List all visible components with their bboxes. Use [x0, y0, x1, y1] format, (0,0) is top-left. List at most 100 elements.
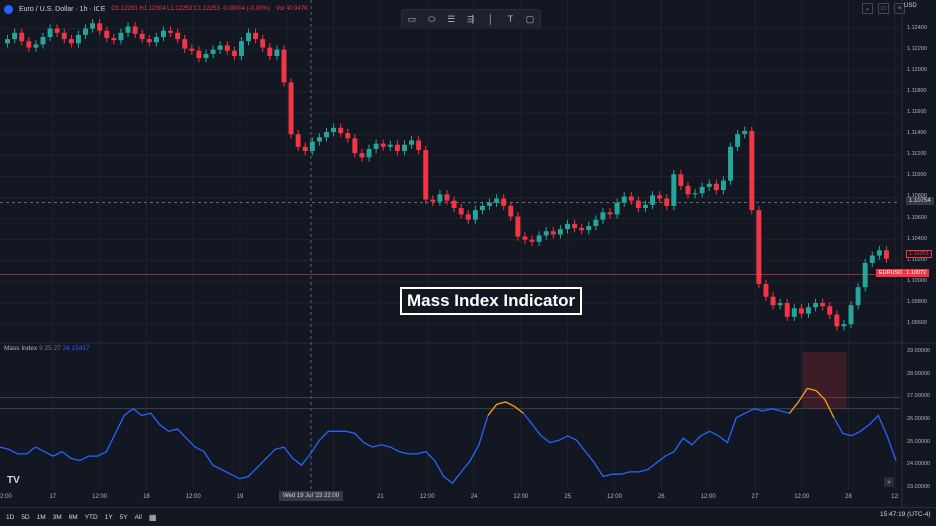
candle-body[interactable]	[770, 296, 776, 306]
candle-body[interactable]	[380, 143, 386, 147]
candle-body[interactable]	[260, 39, 266, 48]
candle-body[interactable]	[749, 130, 755, 211]
candle-body[interactable]	[345, 133, 351, 139]
candle-body[interactable]	[614, 202, 620, 215]
candle-body[interactable]	[642, 204, 648, 209]
candle-body[interactable]	[83, 28, 88, 35]
candle-body[interactable]	[125, 26, 131, 33]
candle-body[interactable]	[153, 37, 159, 43]
candle-body[interactable]	[834, 314, 840, 327]
candle-body[interactable]	[458, 208, 464, 215]
candle-body[interactable]	[253, 32, 259, 40]
candle-body[interactable]	[621, 196, 627, 203]
vertical-line-icon[interactable]: │	[487, 14, 494, 24]
candle-body[interactable]	[160, 30, 166, 38]
candle-body[interactable]	[267, 47, 273, 57]
candle-body[interactable]	[366, 148, 372, 158]
calendar-icon[interactable]: ▦	[148, 512, 157, 522]
candle-body[interactable]	[692, 193, 698, 195]
candle-body[interactable]	[210, 49, 216, 54]
candle-body[interactable]	[600, 212, 606, 220]
candle-body[interactable]	[593, 219, 599, 226]
candle-body[interactable]	[862, 262, 868, 288]
candle-body[interactable]	[54, 28, 60, 33]
candle-body[interactable]	[309, 141, 315, 152]
range-1m[interactable]: 1M	[36, 513, 46, 521]
candle-body[interactable]	[671, 174, 677, 206]
candle-body[interactable]	[713, 183, 719, 191]
candle-body[interactable]	[401, 144, 407, 152]
range-1d[interactable]: 1D	[6, 513, 15, 521]
candle-body[interactable]	[876, 250, 882, 256]
candle-body[interactable]	[579, 228, 585, 231]
candle-body[interactable]	[97, 23, 103, 31]
candle-body[interactable]	[338, 127, 344, 134]
candle-body[interactable]	[231, 50, 237, 57]
candle-body[interactable]	[203, 53, 209, 59]
candle-body[interactable]	[494, 198, 500, 203]
candle-body[interactable]	[536, 235, 542, 242]
candle-body[interactable]	[586, 225, 592, 231]
range-3m[interactable]: 3M	[52, 513, 62, 521]
candle-body[interactable]	[883, 250, 889, 259]
candle-body[interactable]	[685, 185, 691, 195]
range-6m[interactable]: 6M	[68, 513, 78, 521]
indicator-legend[interactable]: Mass Index 9 25 27 24.15417	[4, 345, 90, 352]
range-5d[interactable]: 5D	[21, 513, 30, 521]
candle-body[interactable]	[47, 28, 53, 38]
candle-body[interactable]	[763, 284, 769, 297]
candle-body[interactable]	[359, 153, 365, 158]
close-icon[interactable]: ×	[894, 3, 905, 14]
candle-body[interactable]	[302, 146, 308, 152]
candle-body[interactable]	[451, 200, 457, 209]
symbol-name[interactable]: Euro / U.S. Dollar · 1h · ICE	[19, 5, 106, 13]
candle-body[interactable]	[238, 41, 244, 57]
candle-body[interactable]	[40, 37, 46, 45]
rectangle-icon[interactable]: ▭	[407, 13, 417, 24]
candle-body[interactable]	[316, 137, 322, 142]
candle-body[interactable]	[19, 32, 25, 42]
candle-body[interactable]	[217, 45, 223, 50]
candle-body[interactable]	[742, 130, 748, 135]
candle-body[interactable]	[146, 39, 152, 43]
candle-body[interactable]	[657, 195, 663, 199]
candle-body[interactable]	[139, 33, 145, 40]
candle-body[interactable]	[437, 194, 443, 202]
candle-body[interactable]	[12, 32, 18, 40]
candle-body[interactable]	[806, 307, 811, 314]
candle-body[interactable]	[118, 32, 124, 41]
candle-body[interactable]	[246, 32, 252, 42]
candle-body[interactable]	[352, 138, 358, 154]
candle-body[interactable]	[841, 324, 847, 327]
candle-body[interactable]	[820, 303, 826, 307]
maximize-icon[interactable]: □	[878, 3, 889, 14]
candle-body[interactable]	[168, 30, 174, 33]
candle-body[interactable]	[515, 216, 521, 237]
candle-body[interactable]	[274, 49, 280, 57]
candle-body[interactable]	[813, 303, 819, 308]
candle-body[interactable]	[295, 134, 301, 147]
candle-body[interactable]	[508, 205, 514, 217]
candle-body[interactable]	[869, 255, 875, 263]
candle-body[interactable]	[90, 23, 96, 29]
candle-body[interactable]	[720, 180, 726, 191]
candle-body[interactable]	[409, 140, 415, 145]
candle-body[interactable]	[706, 183, 712, 187]
currency-label[interactable]: USD	[904, 3, 917, 9]
candle-body[interactable]	[5, 39, 11, 44]
candle-body[interactable]	[111, 38, 117, 41]
candle-body[interactable]	[423, 149, 429, 200]
candle-body[interactable]	[33, 44, 39, 48]
comment-icon[interactable]: ▢	[525, 13, 535, 24]
candle-body[interactable]	[628, 196, 634, 201]
candle-body[interactable]	[394, 144, 400, 152]
tradingview-logo-icon[interactable]: TV	[7, 475, 20, 486]
candle-body[interactable]	[529, 239, 535, 242]
range-5y[interactable]: 5Y	[119, 513, 128, 521]
candle-body[interactable]	[175, 32, 181, 40]
candle-body[interactable]	[487, 202, 493, 206]
candle-body[interactable]	[565, 223, 570, 230]
candle-body[interactable]	[68, 39, 74, 44]
candle-body[interactable]	[543, 231, 549, 236]
